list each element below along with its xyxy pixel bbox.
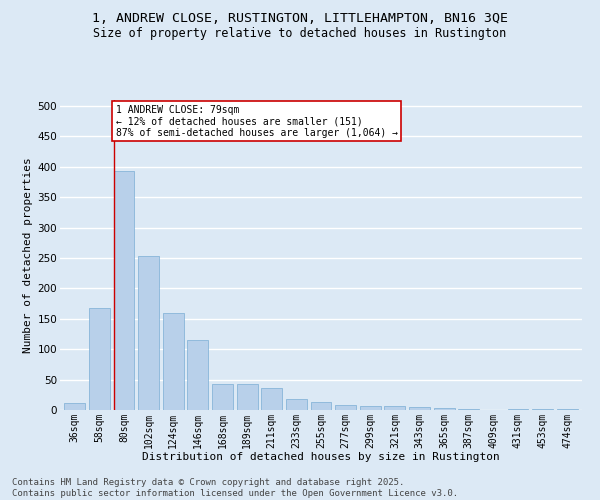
Bar	[89, 308, 110, 410]
Bar	[434, 408, 455, 410]
Bar	[311, 402, 331, 410]
Bar	[187, 340, 208, 410]
X-axis label: Distribution of detached houses by size in Rustington: Distribution of detached houses by size …	[142, 452, 500, 462]
Bar	[163, 312, 184, 410]
Bar	[236, 384, 257, 410]
Y-axis label: Number of detached properties: Number of detached properties	[23, 157, 34, 353]
Bar	[113, 171, 134, 410]
Bar	[409, 407, 430, 410]
Bar	[261, 388, 282, 410]
Bar	[335, 404, 356, 410]
Bar	[64, 404, 85, 410]
Bar	[385, 406, 406, 410]
Bar	[212, 384, 233, 410]
Bar	[508, 409, 529, 410]
Text: 1, ANDREW CLOSE, RUSTINGTON, LITTLEHAMPTON, BN16 3QE: 1, ANDREW CLOSE, RUSTINGTON, LITTLEHAMPT…	[92, 12, 508, 26]
Text: Contains HM Land Registry data © Crown copyright and database right 2025.
Contai: Contains HM Land Registry data © Crown c…	[12, 478, 458, 498]
Text: Size of property relative to detached houses in Rustington: Size of property relative to detached ho…	[94, 28, 506, 40]
Bar	[138, 256, 159, 410]
Bar	[360, 406, 381, 410]
Bar	[286, 399, 307, 410]
Text: 1 ANDREW CLOSE: 79sqm
← 12% of detached houses are smaller (151)
87% of semi-det: 1 ANDREW CLOSE: 79sqm ← 12% of detached …	[116, 105, 398, 138]
